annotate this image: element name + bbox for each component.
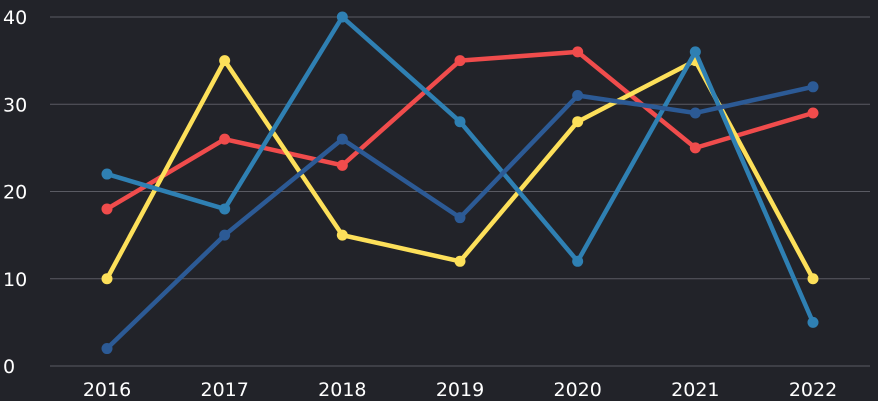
data-point: [689, 107, 701, 119]
x-tick-label: 2021: [671, 379, 719, 401]
x-tick-label: 2020: [553, 379, 601, 401]
x-tick-label: 2016: [83, 379, 131, 401]
x-tick-label: 2017: [200, 379, 248, 401]
data-point: [101, 273, 113, 285]
y-tick-label: 20: [3, 182, 27, 204]
data-point: [807, 273, 819, 285]
y-tick-label: 0: [3, 356, 15, 378]
data-point: [336, 133, 348, 145]
data-point: [807, 107, 819, 119]
data-point: [219, 229, 231, 241]
series-2: [101, 55, 819, 285]
data-point: [454, 55, 466, 67]
data-point: [219, 55, 231, 67]
data-point: [336, 229, 348, 241]
data-point: [101, 168, 113, 180]
y-tick-label: 10: [3, 269, 27, 291]
x-tick-label: 2018: [318, 379, 366, 401]
data-point: [807, 81, 819, 93]
data-point: [807, 316, 819, 328]
series-4: [101, 81, 819, 355]
series-1: [101, 46, 819, 215]
y-tick-label: 30: [3, 94, 27, 116]
series-3: [101, 11, 819, 328]
y-axis: 0 10 20 30 40: [3, 7, 27, 378]
data-point: [454, 255, 466, 267]
y-tick-label: 40: [3, 7, 27, 29]
x-tick-label: 2022: [789, 379, 837, 401]
data-point: [336, 159, 348, 171]
data-point: [572, 255, 584, 267]
data-point: [336, 11, 348, 23]
data-point: [572, 90, 584, 102]
data-point: [689, 46, 701, 58]
x-axis: 2016 2017 2018 2019 2020 2021 2022: [83, 379, 837, 401]
data-point: [219, 203, 231, 215]
data-point: [572, 46, 584, 58]
data-point: [689, 142, 701, 154]
data-point: [454, 212, 466, 224]
data-point: [572, 116, 584, 128]
data-point: [101, 203, 113, 215]
series-group: [101, 11, 819, 355]
data-point: [454, 116, 466, 128]
data-point: [101, 343, 113, 355]
data-point: [219, 133, 231, 145]
x-tick-label: 2019: [436, 379, 484, 401]
